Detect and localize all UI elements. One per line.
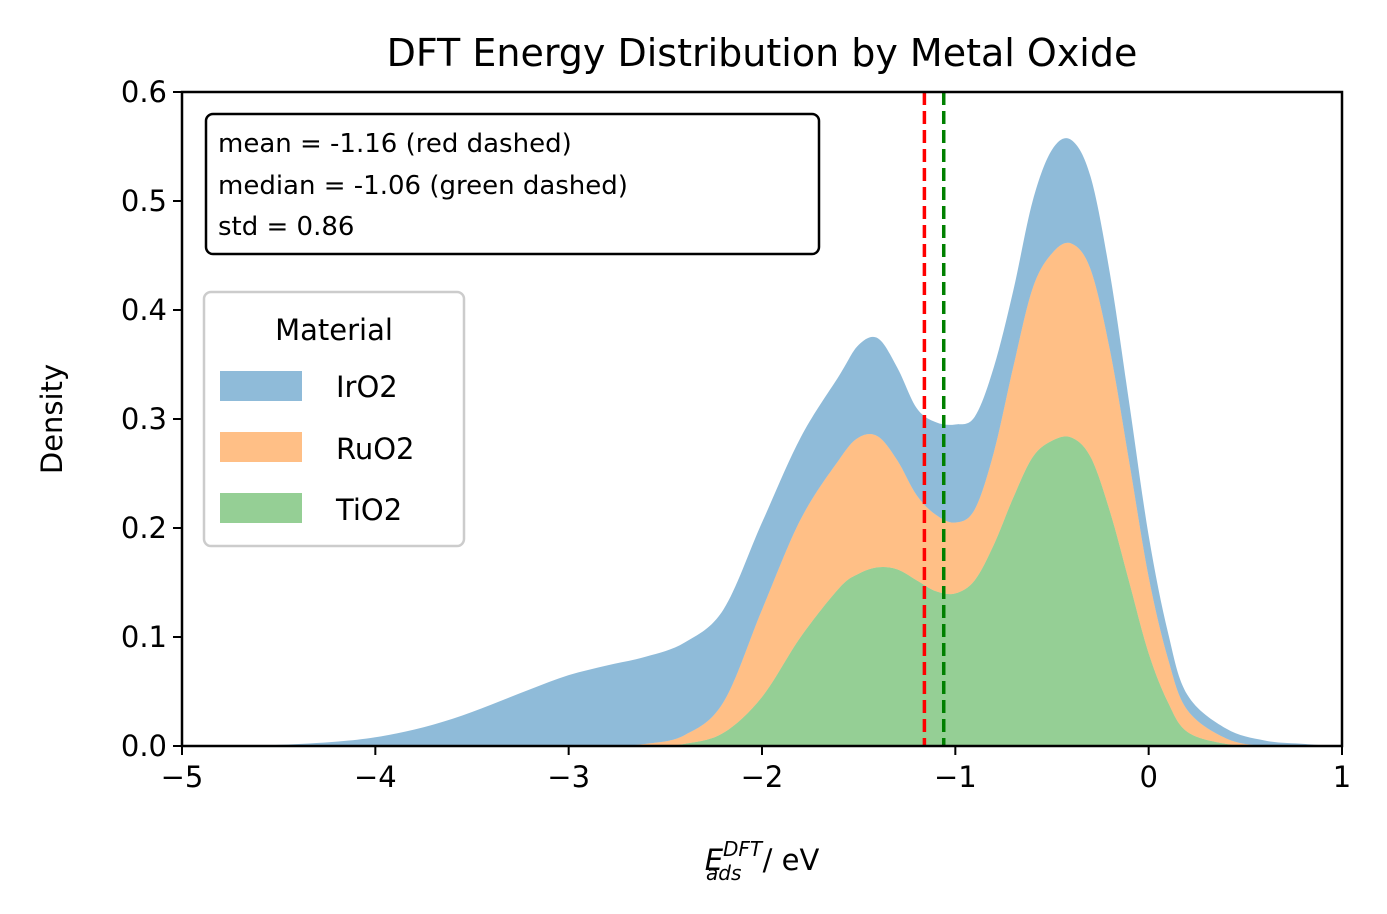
y-tick-label: 0.4 [121,293,167,327]
y-tick-label: 0.6 [121,75,167,109]
legend-label-ruo2: RuO2 [336,432,415,466]
x-tick-label: 1 [1333,760,1351,794]
x-axis-ticks: −5 −4 −3 −2 −1 0 1 [161,746,1351,794]
reference-lines [922,92,946,746]
y-tick-label: 0.5 [121,184,167,218]
legend-title: Material [275,313,393,347]
legend-swatch-iro2 [220,371,302,401]
y-axis-ticks: 0.0 0.1 0.2 0.3 0.4 0.5 0.6 [121,75,182,763]
stats-mean: mean = -1.16 (red dashed) [218,129,572,159]
stats-box [204,112,821,256]
stats-std: std = 0.86 [218,212,354,242]
legend-label-tio2: TiO2 [335,493,402,527]
x-axis-label-unit: / eV [753,843,819,877]
legend-label-iro2: IrO2 [336,370,398,404]
legend-swatch-ruo2 [220,432,302,462]
x-axis-label-sup: DFT [723,837,764,861]
legend: Material IrO2 RuO2 TiO2 [202,290,466,548]
chart-title: DFT Energy Distribution by Metal Oxide [387,31,1138,75]
stacked-areas [220,138,1333,747]
y-tick-label: 0.2 [121,511,167,545]
y-tick-label: 0.1 [121,620,167,654]
y-axis-label: Density [35,364,69,474]
stats-median: median = -1.06 (green dashed) [218,171,628,201]
x-tick-label: −4 [354,760,397,794]
area-ruo2 [220,242,1333,747]
legend-frame [202,290,466,548]
x-tick-label: 0 [1139,760,1157,794]
area-tio2 [220,436,1333,747]
y-tick-label: 0.3 [121,402,167,436]
x-tick-label: −1 [934,760,977,794]
stats-annotation: mean = -1.16 (red dashed) median = -1.06… [204,112,821,256]
x-tick-label: −2 [741,760,784,794]
x-axis-label-sub: ads [706,861,741,885]
x-axis-label: EDFT ads / eV [705,837,820,885]
x-axis-label-base: E [705,843,724,877]
legend-swatch-tio2 [220,493,302,523]
x-tick-label: −5 [161,760,204,794]
x-tick-label: −3 [547,760,590,794]
y-tick-label: 0.0 [121,729,167,763]
